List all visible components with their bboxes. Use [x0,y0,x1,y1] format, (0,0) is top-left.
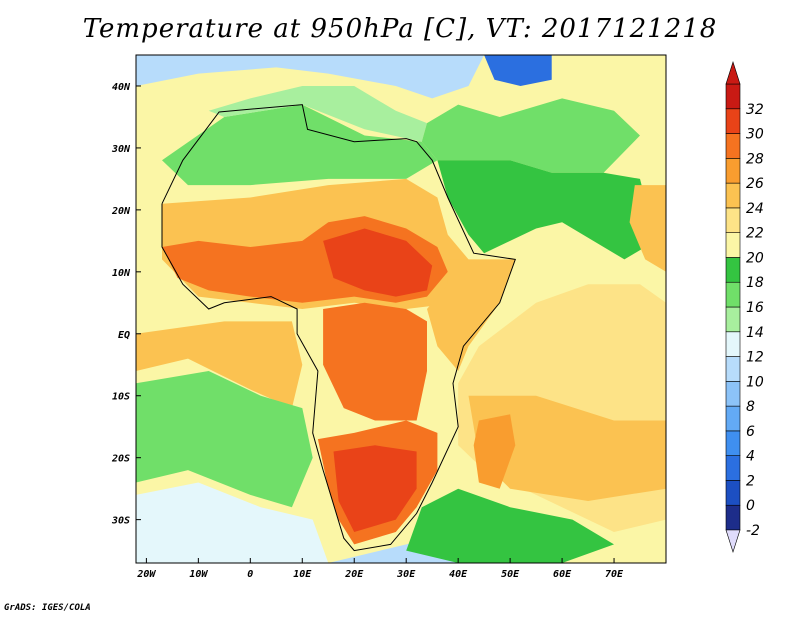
lat-tick-label: EQ [118,330,130,341]
colorbar-label: 30 [746,127,764,143]
colorbar-label: 18 [746,275,764,291]
lat-tick-label: 40N [112,82,131,93]
africa-coastline [161,104,516,552]
lon-tick-label: 10E [293,569,312,580]
colorbar-label: 6 [746,424,755,440]
lon-tick-label: 70E [605,569,624,580]
lat-tick-label: 20S [111,454,130,465]
colorbar-label: -2 [746,523,760,539]
colorbar-swatch [725,182,741,209]
lon-tick-label: 60E [553,569,572,580]
region-central-hot [323,228,433,297]
colorbar-swatch [725,158,741,184]
region-madagascar [473,414,516,489]
colorbar-label: 26 [746,176,764,192]
colorbar-swatch [725,430,741,456]
colorbar-swatch [725,133,741,159]
colorbar-swatch [725,207,741,233]
coastline-layer [161,104,516,552]
colorbar-label: 20 [746,250,764,266]
region-sahara-north [162,104,438,186]
credit-label: GrADS: IGES/COLA [4,603,91,613]
region-kalahari [333,445,417,532]
region-mozambique-green [406,488,614,563]
colorbar-label: 2 [746,473,755,489]
colorbar-label: 28 [746,151,764,167]
colorbar-label: 8 [746,399,755,415]
colorbar-label: 0 [746,498,755,514]
lat-tick-label: 10S [112,392,130,403]
colorbar-label: 22 [746,226,764,242]
colorbar-swatch [725,257,741,283]
lat-tick-label: 30N [111,144,131,155]
colorbar-over-arrow [725,61,741,85]
map-frame [135,54,667,564]
axis-ticks: 20W 10W 0 10E 20E 30E 40E 50E 60E 70E 40N 30N 20N 10N… [111,82,624,580]
colorbar-label: 24 [746,201,764,217]
colorbar-swatch [725,281,741,308]
region-arabia-india [437,160,656,260]
temperature-field [136,55,666,563]
colorbar-label: 16 [746,300,764,316]
colorbar-swatch [725,480,741,506]
lon-tick-label: 10W [189,569,208,580]
lat-tick-label: 30S [111,516,130,527]
colorbar-swatch [725,455,741,481]
lon-tick-label: 20W [136,569,156,580]
region-south-atlantic-cool [136,482,329,563]
region-mediterranean [208,86,427,142]
colorbar-label: 12 [746,350,764,366]
lon-tick-label: 0 [247,569,253,580]
region-east-africa [323,302,427,421]
colorbar-swatch [725,381,741,407]
colorbar-swatch [725,232,741,258]
lon-tick-label: 40E [449,569,468,580]
colorbar-swatch [725,83,741,110]
colorbar-swatch [725,331,741,357]
region-europe [136,55,485,99]
colorbar-swatch [725,356,741,382]
lat-tick-label: 20N [111,206,131,217]
region-russia-cold [484,55,552,86]
colorbar-under-arrow [725,529,741,553]
colorbar-swatch [725,108,741,134]
region-south-atlantic-warm [136,321,303,409]
colorbar-swatch [725,306,741,333]
colorbar-swatch [725,405,741,432]
region-horn [427,259,516,371]
region-indian-ocean-warm [468,395,666,501]
lon-tick-label: 20E [344,569,364,580]
lon-tick-label: 50E [501,569,520,580]
colorbar-swatch [725,504,741,531]
colorbar-label: 32 [746,102,764,118]
map-title: Temperature at 950hPa [C], VT: 201712121… [82,14,718,44]
colorbar-label: 4 [746,449,755,465]
lon-tick-label: 30E [396,569,416,580]
colorbar-label: 10 [746,374,764,390]
colorbar-label: 14 [746,325,764,341]
region-india-hot [629,185,666,272]
region-south-atlantic-green [136,371,313,508]
lat-tick-label: 10N [112,268,131,279]
region-middle-east [421,98,640,173]
